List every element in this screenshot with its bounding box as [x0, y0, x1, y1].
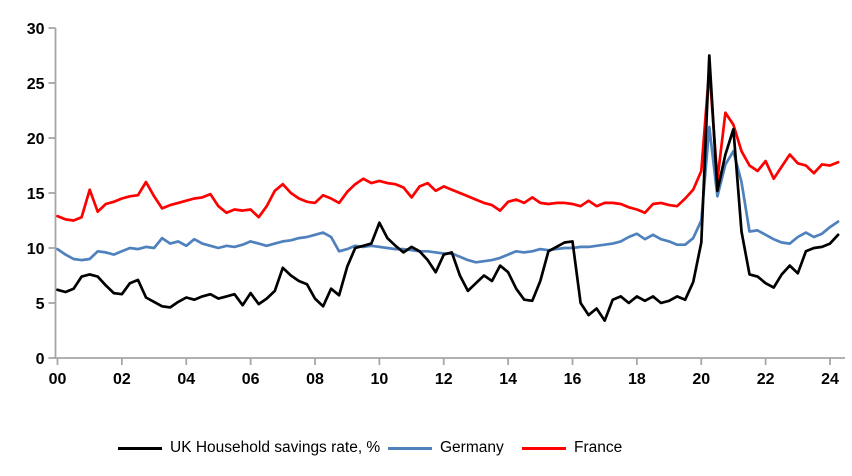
- x-tick-label: 16: [564, 371, 582, 388]
- x-tick-label: 02: [113, 371, 131, 388]
- legend-label-germany: Germany: [440, 439, 504, 456]
- y-tick-label: 10: [27, 241, 45, 258]
- x-tick-label: 22: [757, 371, 775, 388]
- uk-line: [56, 54, 840, 322]
- legend-item-germany: Germany: [388, 436, 504, 460]
- germany-line-swatch: [388, 446, 432, 450]
- y-tick-label: 30: [27, 21, 45, 38]
- x-tick-label: 20: [692, 371, 710, 388]
- x-tick-label: 00: [49, 371, 67, 388]
- legend-label-france: France: [574, 439, 623, 456]
- legend-item-france: France: [522, 436, 622, 460]
- x-tick-label: 08: [306, 371, 324, 388]
- x-tick-label: 18: [628, 371, 646, 388]
- x-tick-label: 12: [435, 371, 453, 388]
- france-line: [56, 67, 840, 222]
- axes: 0 5 10 15 20 25 30 00 02 04 06 08 10 12 14 16 18 20 22 24: [27, 21, 845, 388]
- france-line-swatch: [522, 446, 566, 450]
- legend: UK Household savings rate, % Germany Fra…: [0, 436, 852, 466]
- series-lines: [56, 54, 840, 322]
- y-tick-label: 25: [27, 76, 45, 93]
- y-tick-label: 20: [27, 131, 45, 148]
- legend-item-uk: UK Household savings rate, %: [118, 436, 380, 460]
- y-tick-label: 5: [36, 296, 45, 313]
- uk-line-swatch: [118, 446, 162, 450]
- x-tick-label: 04: [177, 371, 195, 388]
- y-tick-label: 15: [27, 186, 45, 203]
- x-tick-label: 06: [242, 371, 260, 388]
- x-tick-label: 10: [370, 371, 388, 388]
- x-tick-label: 24: [821, 371, 839, 388]
- y-tick-label: 0: [36, 351, 45, 368]
- x-tick-label: 14: [499, 371, 517, 388]
- legend-label-uk: UK Household savings rate, %: [170, 439, 381, 456]
